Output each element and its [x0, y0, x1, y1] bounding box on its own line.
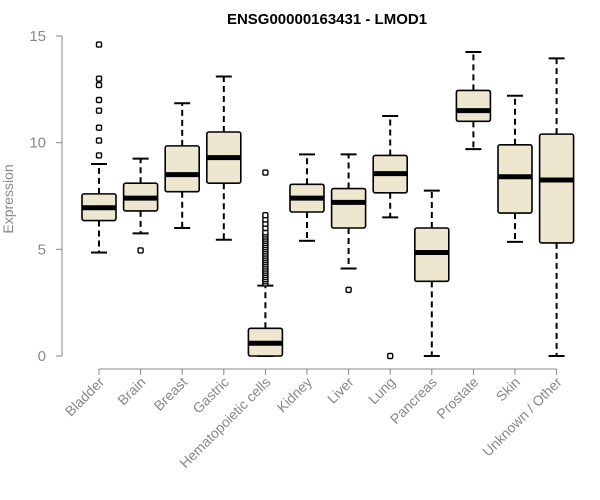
outlier-bladder — [95, 41, 103, 48]
y-tick-label: 15 — [29, 28, 46, 45]
box-breast — [164, 145, 200, 193]
y-axis-label: Expression — [0, 164, 16, 233]
outlier-bladder — [95, 152, 103, 159]
plot-area — [81, 41, 575, 360]
x-tick-label-unknown-other: Unknown / Other — [479, 374, 565, 460]
box-group-breast — [164, 102, 200, 229]
outlier-brain — [137, 247, 144, 254]
box-prostate — [455, 89, 492, 123]
x-tick-label-lung: Lung — [365, 374, 398, 407]
y-axis: 0 5 10 15 — [29, 28, 63, 365]
box-group-skin — [497, 94, 533, 243]
box-group-liver — [330, 153, 367, 294]
outlier-bladder — [95, 137, 103, 144]
box-group-bladder — [81, 41, 117, 254]
box-group-hematopoietic-cells — [247, 169, 284, 357]
box-liver — [330, 187, 367, 229]
outlier-liver — [345, 286, 352, 294]
outlier-bladder — [95, 124, 103, 131]
box-group-lung — [372, 115, 409, 360]
y-tick-label: 0 — [38, 348, 46, 365]
outlier-hematopoietic-cells — [262, 211, 269, 219]
box-group-gastric — [206, 75, 242, 241]
x-tick-label-kidney: Kidney — [274, 374, 316, 416]
y-tick-label: 5 — [38, 241, 46, 258]
outlier-bladder — [95, 81, 103, 89]
box-group-brain — [122, 157, 159, 254]
box-group-kidney — [289, 153, 325, 242]
box-unknown-other — [538, 133, 575, 244]
x-tick-label-skin: Skin — [493, 374, 524, 405]
x-tick-label-prostate: Prostate — [433, 374, 481, 422]
box-group-unknown-other — [538, 57, 575, 357]
chart-title: ENSG00000163431 - LMOD1 — [227, 11, 427, 28]
y-tick-label: 10 — [29, 135, 46, 152]
box-group-pancreas — [413, 189, 450, 357]
box-group-prostate — [455, 51, 492, 151]
outlier-lung — [387, 352, 394, 360]
x-tick-label-liver: Liver — [324, 374, 357, 407]
outlier-bladder — [95, 75, 103, 82]
outlier-bladder — [95, 107, 103, 114]
outlier-bladder — [95, 96, 103, 104]
x-tick-label-bladder: Bladder — [62, 374, 108, 420]
x-tick-label-brain: Brain — [114, 374, 148, 408]
x-tick-label-breast: Breast — [150, 374, 190, 414]
outlier-hematopoietic-cells — [262, 169, 269, 176]
